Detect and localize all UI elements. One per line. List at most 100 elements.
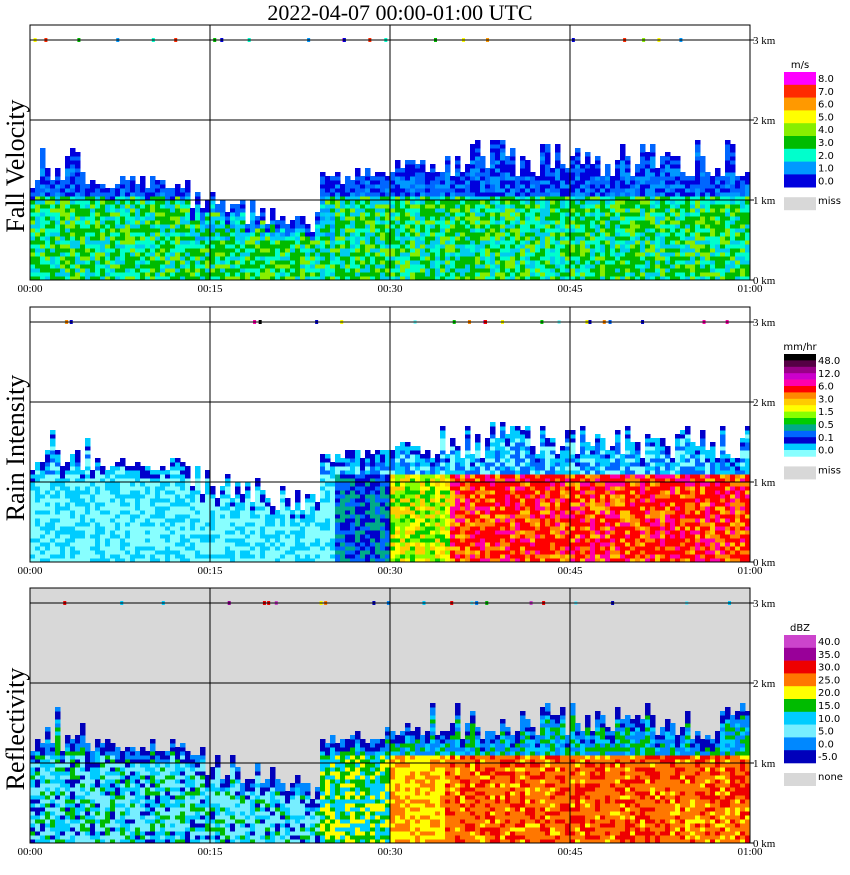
echo-cell xyxy=(415,224,421,229)
echo-cell xyxy=(635,240,641,245)
echo-cell xyxy=(70,192,76,197)
echo-cell xyxy=(505,160,511,165)
echo-cell xyxy=(555,220,561,225)
echo-cell xyxy=(340,220,346,225)
echo-cell xyxy=(255,240,261,245)
echo-cell xyxy=(485,268,491,273)
echo-cell xyxy=(265,236,271,241)
echo-cell xyxy=(135,482,141,487)
echo-cell xyxy=(510,256,516,261)
echo-cell xyxy=(225,272,231,277)
echo-cell xyxy=(90,224,96,229)
echo-cell xyxy=(240,256,246,261)
echo-cell xyxy=(140,470,146,475)
echo-cell xyxy=(235,526,241,531)
echo-cell xyxy=(315,224,321,229)
echo-cell xyxy=(510,232,516,237)
echo-cell xyxy=(515,248,521,253)
echo-cell xyxy=(130,486,136,491)
echo-cell xyxy=(270,248,276,253)
echo-cell xyxy=(460,228,466,233)
echo-cell xyxy=(315,240,321,245)
echo-cell xyxy=(65,538,71,543)
echo-cell xyxy=(85,474,91,479)
echo-cell xyxy=(305,228,311,233)
echo-cell xyxy=(230,204,236,209)
echo-cell xyxy=(100,200,106,205)
echo-cell xyxy=(670,184,676,189)
echo-cell xyxy=(150,252,156,257)
echo-cell xyxy=(730,176,736,181)
echo-cell xyxy=(585,220,591,225)
echo-cell xyxy=(230,550,236,555)
echo-cell xyxy=(315,232,321,237)
echo-cell xyxy=(185,502,191,507)
echo-cell xyxy=(175,530,181,535)
echo-cell xyxy=(170,526,176,531)
echo-cell xyxy=(455,256,461,261)
echo-cell xyxy=(540,216,546,221)
echo-cell xyxy=(640,208,646,213)
echo-cell xyxy=(40,152,46,157)
echo-cell xyxy=(680,212,686,217)
echo-cell xyxy=(655,256,661,261)
echo-cell xyxy=(670,192,676,197)
echo-cell xyxy=(35,470,41,475)
echo-cell xyxy=(440,232,446,237)
echo-cell xyxy=(585,164,591,169)
echo-cell xyxy=(380,204,386,209)
echo-cell xyxy=(340,224,346,229)
echo-cell xyxy=(430,264,436,269)
echo-cell xyxy=(170,466,176,471)
echo-cell xyxy=(130,220,136,225)
echo-cell xyxy=(595,168,601,173)
echo-cell xyxy=(335,180,341,185)
echo-cell xyxy=(250,546,256,551)
echo-cell xyxy=(70,200,76,205)
echo-cell xyxy=(290,268,296,273)
echo-cell xyxy=(70,514,76,519)
echo-cell xyxy=(305,268,311,273)
echo-cell xyxy=(260,268,266,273)
echo-cell xyxy=(325,260,331,265)
echo-cell xyxy=(40,506,46,511)
echo-cell xyxy=(80,526,86,531)
echo-cell xyxy=(90,502,96,507)
echo-cell xyxy=(95,220,101,225)
echo-cell xyxy=(55,554,61,559)
echo-cell xyxy=(85,506,91,511)
echo-cell xyxy=(475,212,481,217)
echo-cell xyxy=(720,252,726,257)
echo-cell xyxy=(650,156,656,161)
echo-cell xyxy=(730,152,736,157)
echo-cell xyxy=(705,180,711,185)
echo-cell xyxy=(190,264,196,269)
echo-cell xyxy=(60,474,66,479)
echo-cell xyxy=(40,240,46,245)
echo-cell xyxy=(55,534,61,539)
echo-cell xyxy=(445,228,451,233)
echo-cell xyxy=(250,510,256,515)
echo-cell xyxy=(615,168,621,173)
echo-cell xyxy=(140,188,146,193)
echo-cell xyxy=(720,240,726,245)
echo-cell xyxy=(405,220,411,225)
echo-cell xyxy=(90,482,96,487)
echo-cell xyxy=(490,232,496,237)
echo-cell xyxy=(670,164,676,169)
echo-cell xyxy=(465,204,471,209)
echo-cell xyxy=(120,220,126,225)
echo-cell xyxy=(170,188,176,193)
echo-cell xyxy=(435,240,441,245)
echo-cell xyxy=(265,502,271,507)
echo-cell xyxy=(480,164,486,169)
echo-cell xyxy=(720,184,726,189)
echo-cell xyxy=(235,494,241,499)
echo-cell xyxy=(100,212,106,217)
echo-cell xyxy=(735,180,741,185)
echo-cell xyxy=(180,252,186,257)
echo-cell xyxy=(495,256,501,261)
echo-cell xyxy=(60,204,66,209)
y-tick-label: 2 km xyxy=(753,115,776,127)
echo-cell xyxy=(105,216,111,221)
